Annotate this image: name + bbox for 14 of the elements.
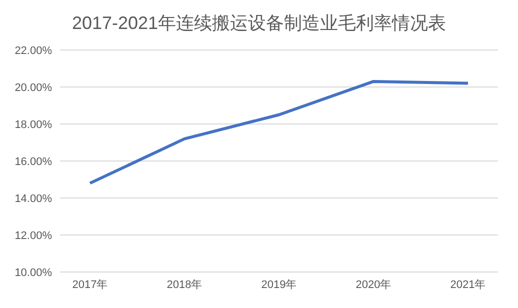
x-tick-label: 2021年 <box>450 278 486 291</box>
x-tick-label: 2019年 <box>261 278 297 291</box>
y-tick-label: 10.00% <box>14 266 52 279</box>
x-tick-label: 2017年 <box>72 278 108 291</box>
y-tick-label: 22.00% <box>14 44 52 57</box>
line-series <box>88 80 470 185</box>
y-tick-label: 12.00% <box>14 230 52 242</box>
y-tick-label: 20.00% <box>14 82 52 94</box>
chart-title: 2017-2021年连续搬运设备制造业毛利率情况表 <box>70 12 448 35</box>
x-tick-label: 2020年 <box>356 278 392 291</box>
y-tick-label: 16.00% <box>14 156 52 168</box>
y-tick-label: 14.00% <box>14 192 52 205</box>
x-tick-label: 2018年 <box>166 278 202 291</box>
y-tick-label: 18.00% <box>14 118 52 131</box>
